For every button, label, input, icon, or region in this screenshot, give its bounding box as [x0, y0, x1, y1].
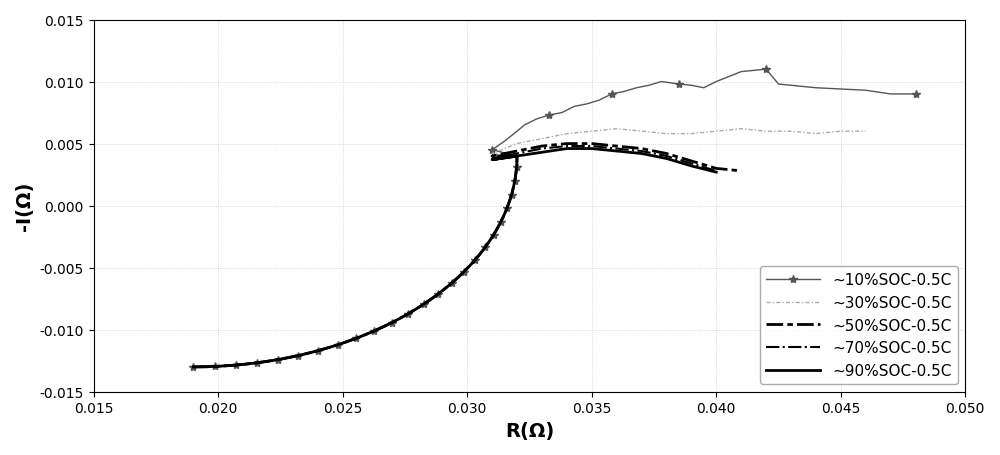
~70%SOC-0.5C	[561, 144, 573, 149]
~70%SOC-0.5C	[438, 287, 450, 293]
~70%SOC-0.5C	[495, 219, 507, 225]
Legend: ~10%SOC-0.5C, ~30%SOC-0.5C, ~50%SOC-0.5C, ~70%SOC-0.5C, ~90%SOC-0.5C: ~10%SOC-0.5C, ~30%SOC-0.5C, ~50%SOC-0.5C…	[760, 267, 958, 384]
~30%SOC-0.5C	[506, 192, 518, 198]
~50%SOC-0.5C	[502, 203, 514, 209]
~90%SOC-0.5C	[438, 287, 450, 293]
~90%SOC-0.5C	[187, 364, 199, 370]
Line: ~30%SOC-0.5C: ~30%SOC-0.5C	[193, 129, 866, 367]
~30%SOC-0.5C	[187, 364, 199, 370]
~90%SOC-0.5C	[479, 245, 491, 251]
~90%SOC-0.5C	[561, 147, 573, 152]
~10%SOC-0.5C	[453, 274, 465, 279]
~30%SOC-0.5C	[611, 126, 623, 132]
~10%SOC-0.5C	[910, 92, 922, 97]
~70%SOC-0.5C	[332, 342, 344, 348]
~30%SOC-0.5C	[418, 302, 430, 307]
Line: ~90%SOC-0.5C: ~90%SOC-0.5C	[193, 149, 716, 367]
Y-axis label: -I(Ω): -I(Ω)	[15, 182, 34, 231]
~30%SOC-0.5C	[386, 320, 398, 326]
~90%SOC-0.5C	[332, 342, 344, 348]
~30%SOC-0.5C	[477, 248, 489, 253]
~50%SOC-0.5C	[561, 142, 573, 147]
Line: ~50%SOC-0.5C: ~50%SOC-0.5C	[193, 144, 741, 367]
~10%SOC-0.5C	[332, 342, 344, 348]
~10%SOC-0.5C	[187, 364, 199, 370]
~90%SOC-0.5C	[495, 219, 507, 225]
~50%SOC-0.5C	[735, 169, 747, 174]
~50%SOC-0.5C	[284, 355, 296, 360]
~70%SOC-0.5C	[187, 364, 199, 370]
X-axis label: R(Ω): R(Ω)	[505, 421, 554, 440]
~30%SOC-0.5C	[860, 129, 872, 135]
~30%SOC-0.5C	[268, 358, 280, 363]
~10%SOC-0.5C	[760, 67, 772, 73]
~90%SOC-0.5C	[502, 203, 514, 209]
~90%SOC-0.5C	[710, 170, 722, 176]
~50%SOC-0.5C	[456, 272, 468, 277]
~70%SOC-0.5C	[710, 169, 722, 174]
~50%SOC-0.5C	[496, 217, 508, 222]
~50%SOC-0.5C	[209, 364, 221, 369]
~50%SOC-0.5C	[187, 364, 199, 370]
~30%SOC-0.5C	[375, 325, 387, 331]
~10%SOC-0.5C	[354, 334, 366, 340]
~10%SOC-0.5C	[479, 245, 491, 251]
Line: ~70%SOC-0.5C: ~70%SOC-0.5C	[193, 147, 716, 367]
~50%SOC-0.5C	[471, 255, 483, 261]
Line: ~10%SOC-0.5C: ~10%SOC-0.5C	[189, 66, 920, 371]
~90%SOC-0.5C	[402, 311, 414, 317]
~10%SOC-0.5C	[335, 341, 347, 347]
~70%SOC-0.5C	[402, 311, 414, 317]
~10%SOC-0.5C	[259, 359, 271, 364]
~70%SOC-0.5C	[502, 203, 514, 209]
~70%SOC-0.5C	[479, 245, 491, 251]
